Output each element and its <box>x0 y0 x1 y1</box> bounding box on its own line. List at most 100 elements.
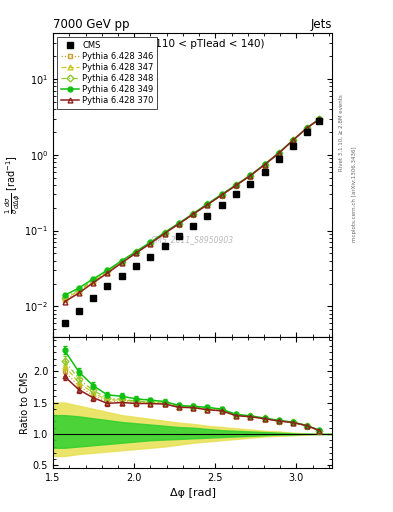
Pythia 6.428 347 <box>162 230 167 236</box>
Pythia 6.428 347 <box>317 116 322 122</box>
Pythia 6.428 346 <box>134 250 138 256</box>
Pythia 6.428 348 <box>233 182 238 188</box>
CMS <box>191 223 195 229</box>
Pythia 6.428 346 <box>91 279 95 285</box>
Pythia 6.428 346 <box>219 192 224 198</box>
Pythia 6.428 370 <box>219 192 224 198</box>
Pythia 6.428 348 <box>105 268 110 274</box>
Pythia 6.428 370 <box>291 137 296 143</box>
CMS <box>134 263 138 269</box>
Pythia 6.428 370 <box>91 280 95 286</box>
Text: Jets: Jets <box>310 18 332 31</box>
Pythia 6.428 346 <box>276 150 281 156</box>
Pythia 6.428 370 <box>317 116 322 122</box>
Pythia 6.428 349 <box>105 267 110 273</box>
Pythia 6.428 347 <box>248 173 253 179</box>
Pythia 6.428 348 <box>248 173 253 179</box>
CMS <box>148 253 152 260</box>
CMS <box>219 202 224 208</box>
Pythia 6.428 348 <box>262 161 267 167</box>
Pythia 6.428 348 <box>305 124 310 131</box>
Pythia 6.428 370 <box>305 124 310 131</box>
Line: CMS: CMS <box>61 118 323 326</box>
Pythia 6.428 348 <box>317 116 322 122</box>
CMS <box>262 169 267 175</box>
CMS <box>119 273 124 280</box>
Line: Pythia 6.428 370: Pythia 6.428 370 <box>62 117 322 304</box>
Pythia 6.428 347 <box>105 269 110 275</box>
Pythia 6.428 370 <box>262 162 267 168</box>
Pythia 6.428 348 <box>134 249 138 255</box>
Pythia 6.428 347 <box>276 150 281 156</box>
CMS <box>205 212 210 219</box>
Pythia 6.428 349 <box>176 220 181 226</box>
CMS <box>162 243 167 249</box>
Pythia 6.428 349 <box>233 182 238 188</box>
Pythia 6.428 348 <box>176 221 181 227</box>
Line: Pythia 6.428 346: Pythia 6.428 346 <box>62 117 322 303</box>
Pythia 6.428 370 <box>233 182 238 188</box>
CMS <box>105 283 110 289</box>
Pythia 6.428 370 <box>77 290 81 296</box>
Text: CMS_2011_S8950903: CMS_2011_S8950903 <box>151 235 234 244</box>
Pythia 6.428 346 <box>162 230 167 237</box>
Pythia 6.428 346 <box>105 269 110 275</box>
Pythia 6.428 346 <box>62 297 67 304</box>
Pythia 6.428 349 <box>134 248 138 254</box>
Pythia 6.428 348 <box>77 287 81 293</box>
Text: mcplots.cern.ch [arXiv:1306.3436]: mcplots.cern.ch [arXiv:1306.3436] <box>352 147 357 242</box>
Pythia 6.428 348 <box>205 201 210 207</box>
Line: Pythia 6.428 347: Pythia 6.428 347 <box>62 117 322 302</box>
Pythia 6.428 347 <box>77 288 81 294</box>
Pythia 6.428 348 <box>291 137 296 143</box>
Pythia 6.428 346 <box>233 182 238 188</box>
Pythia 6.428 348 <box>91 278 95 284</box>
CMS <box>77 308 81 314</box>
Pythia 6.428 349 <box>219 191 224 198</box>
Pythia 6.428 370 <box>134 250 138 256</box>
CMS <box>291 142 296 148</box>
Pythia 6.428 349 <box>162 229 167 236</box>
Pythia 6.428 370 <box>205 202 210 208</box>
CMS <box>62 320 67 326</box>
Pythia 6.428 347 <box>119 259 124 265</box>
CMS <box>276 156 281 162</box>
Pythia 6.428 349 <box>91 276 95 282</box>
Pythia 6.428 349 <box>305 124 310 131</box>
Pythia 6.428 347 <box>233 182 238 188</box>
Pythia 6.428 346 <box>119 260 124 266</box>
Pythia 6.428 370 <box>248 173 253 179</box>
Pythia 6.428 347 <box>62 296 67 302</box>
Pythia 6.428 346 <box>262 162 267 168</box>
Pythia 6.428 346 <box>148 240 152 246</box>
Line: Pythia 6.428 349: Pythia 6.428 349 <box>62 117 322 298</box>
Pythia 6.428 349 <box>262 161 267 167</box>
Pythia 6.428 346 <box>191 211 195 217</box>
Text: Rivet 3.1.10, ≥ 2.8M events: Rivet 3.1.10, ≥ 2.8M events <box>339 95 344 172</box>
Pythia 6.428 347 <box>205 201 210 207</box>
Pythia 6.428 349 <box>191 210 195 217</box>
Y-axis label: Ratio to CMS: Ratio to CMS <box>20 371 30 434</box>
Pythia 6.428 346 <box>291 137 296 143</box>
Pythia 6.428 349 <box>119 258 124 264</box>
Pythia 6.428 347 <box>176 221 181 227</box>
Pythia 6.428 349 <box>62 292 67 298</box>
Pythia 6.428 370 <box>148 241 152 247</box>
Pythia 6.428 370 <box>176 221 181 227</box>
Pythia 6.428 370 <box>105 270 110 276</box>
Pythia 6.428 348 <box>276 150 281 156</box>
Pythia 6.428 348 <box>191 211 195 217</box>
Y-axis label: $\frac{1}{\sigma}\frac{d\sigma}{d\Delta\phi}$ [rad$^{-1}$]: $\frac{1}{\sigma}\frac{d\sigma}{d\Delta\… <box>3 156 22 215</box>
Pythia 6.428 349 <box>77 285 81 291</box>
Pythia 6.428 370 <box>162 230 167 237</box>
X-axis label: Δφ [rad]: Δφ [rad] <box>169 487 216 498</box>
Pythia 6.428 349 <box>276 150 281 156</box>
Text: 7000 GeV pp: 7000 GeV pp <box>53 18 130 31</box>
Pythia 6.428 349 <box>148 239 152 245</box>
Pythia 6.428 370 <box>119 260 124 266</box>
Pythia 6.428 347 <box>219 192 224 198</box>
Pythia 6.428 346 <box>205 202 210 208</box>
Pythia 6.428 348 <box>119 259 124 265</box>
Pythia 6.428 347 <box>191 211 195 217</box>
Pythia 6.428 347 <box>148 240 152 246</box>
